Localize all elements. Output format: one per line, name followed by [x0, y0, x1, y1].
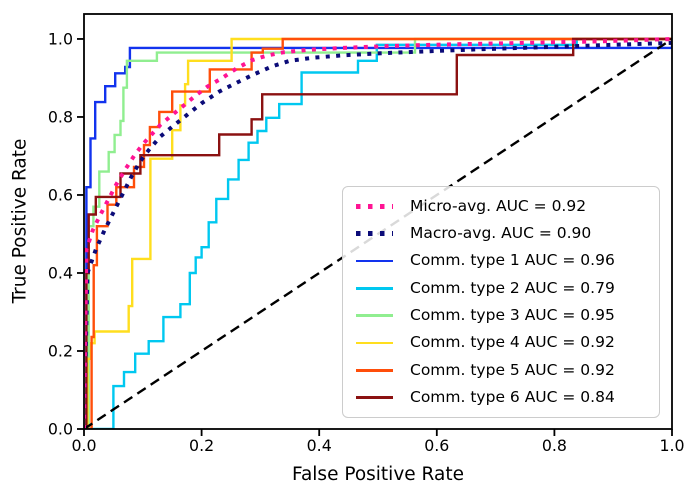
- legend-label: Macro-avg. AUC = 0.90: [410, 223, 592, 242]
- legend-swatch-solid: [356, 396, 393, 399]
- roc-curve-series-4: [84, 37, 672, 429]
- legend-label: Comm. type 1 AUC = 0.96: [410, 251, 615, 270]
- x-tick-label: 0.8: [542, 436, 567, 455]
- legend-label: Micro-avg. AUC = 0.92: [410, 196, 587, 215]
- legend-swatch-solid: [356, 287, 393, 290]
- roc-curve-series-2: [84, 37, 672, 429]
- legend-entry-4: Comm. type 2 AUC = 0.79: [353, 275, 649, 301]
- x-tick-label: 0.6: [424, 436, 449, 455]
- y-tick-label: 0.2: [48, 341, 73, 360]
- legend-box: Micro-avg. AUC = 0.92 Macro-avg. AUC = 0.…: [342, 186, 660, 418]
- x-tick-label: 0.2: [189, 436, 214, 455]
- legend-swatch-dotted: [356, 231, 393, 236]
- legend-entry-7: Comm. type 5 AUC = 0.92: [353, 357, 649, 383]
- legend-swatch-dotted: [356, 204, 393, 209]
- legend-entry-6: Comm. type 4 AUC = 0.92: [353, 330, 649, 356]
- roc-curve-series-1: [84, 37, 672, 429]
- y-tick-label: 0.4: [48, 263, 73, 282]
- legend-label: Comm. type 3 AUC = 0.95: [410, 305, 615, 324]
- x-tick-label: 0.0: [71, 436, 96, 455]
- legend-entry-3: Comm. type 1 AUC = 0.96: [353, 248, 649, 274]
- legend-entry-1: Micro-avg. AUC = 0.92: [353, 193, 649, 219]
- y-tick-label: 0.0: [48, 420, 73, 439]
- roc-curve-series-8: [84, 37, 672, 429]
- legend-entry-5: Comm. type 3 AUC = 0.95: [353, 303, 649, 329]
- roc-curve-series-5: [84, 37, 672, 429]
- legend-swatch-solid: [356, 369, 393, 372]
- y-tick-label: 0.6: [48, 185, 73, 204]
- legend-label: Comm. type 6 AUC = 0.84: [410, 387, 615, 406]
- x-tick-label: 1.0: [659, 436, 684, 455]
- legend-entry-8: Comm. type 6 AUC = 0.84: [353, 385, 649, 411]
- x-tick-label: 0.4: [307, 436, 332, 455]
- legend-swatch-solid: [356, 259, 393, 263]
- y-tick-label: 0.8: [48, 107, 73, 126]
- ticks-layer: 0.0 0.2 0.4 0.6 0.8 1.0 0.0 0.2 0.4 0.6 0.8 1.0: [48, 29, 685, 455]
- legend-label: Comm. type 5 AUC = 0.92: [410, 360, 615, 379]
- y-tick-label: 1.0: [48, 29, 73, 48]
- legend-swatch-solid: [356, 314, 393, 317]
- legend-swatch-solid: [356, 341, 393, 345]
- x-axis-label: False Positive Rate: [292, 464, 464, 485]
- y-axis-label: True Positive Rate: [9, 138, 31, 304]
- legend-label: Comm. type 4 AUC = 0.92: [410, 333, 615, 352]
- roc-curve-series-7: [84, 39, 672, 429]
- legend-entry-2: Macro-avg. AUC = 0.90: [353, 221, 649, 247]
- legend-label: Comm. type 2 AUC = 0.79: [410, 278, 615, 297]
- axes-spines: [83, 13, 673, 430]
